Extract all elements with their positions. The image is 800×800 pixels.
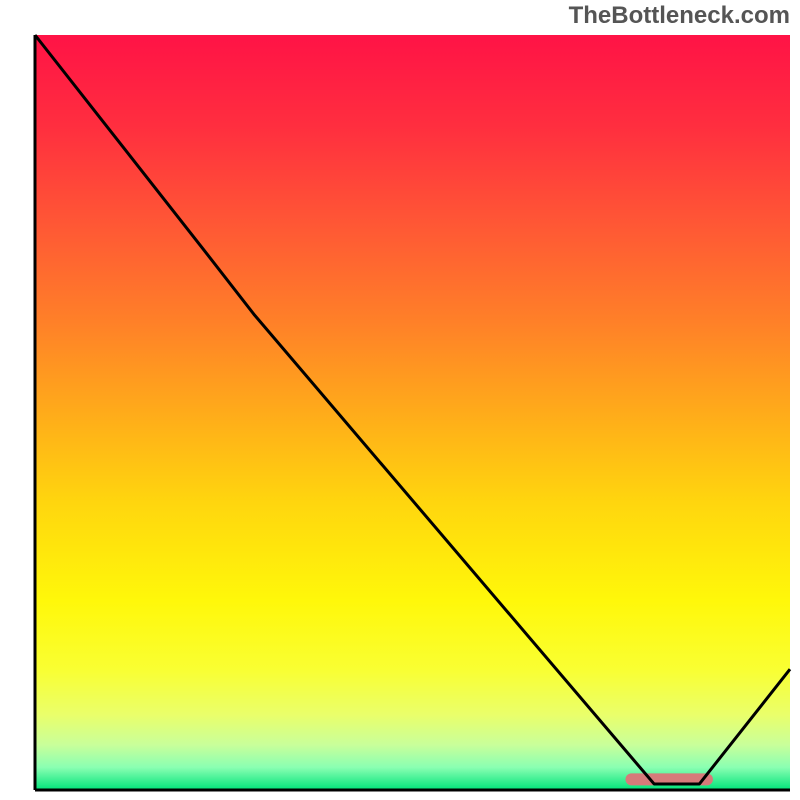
bottleneck-chart (0, 0, 800, 800)
chart-background (35, 35, 790, 790)
chart-container: TheBottleneck.com (0, 0, 800, 800)
